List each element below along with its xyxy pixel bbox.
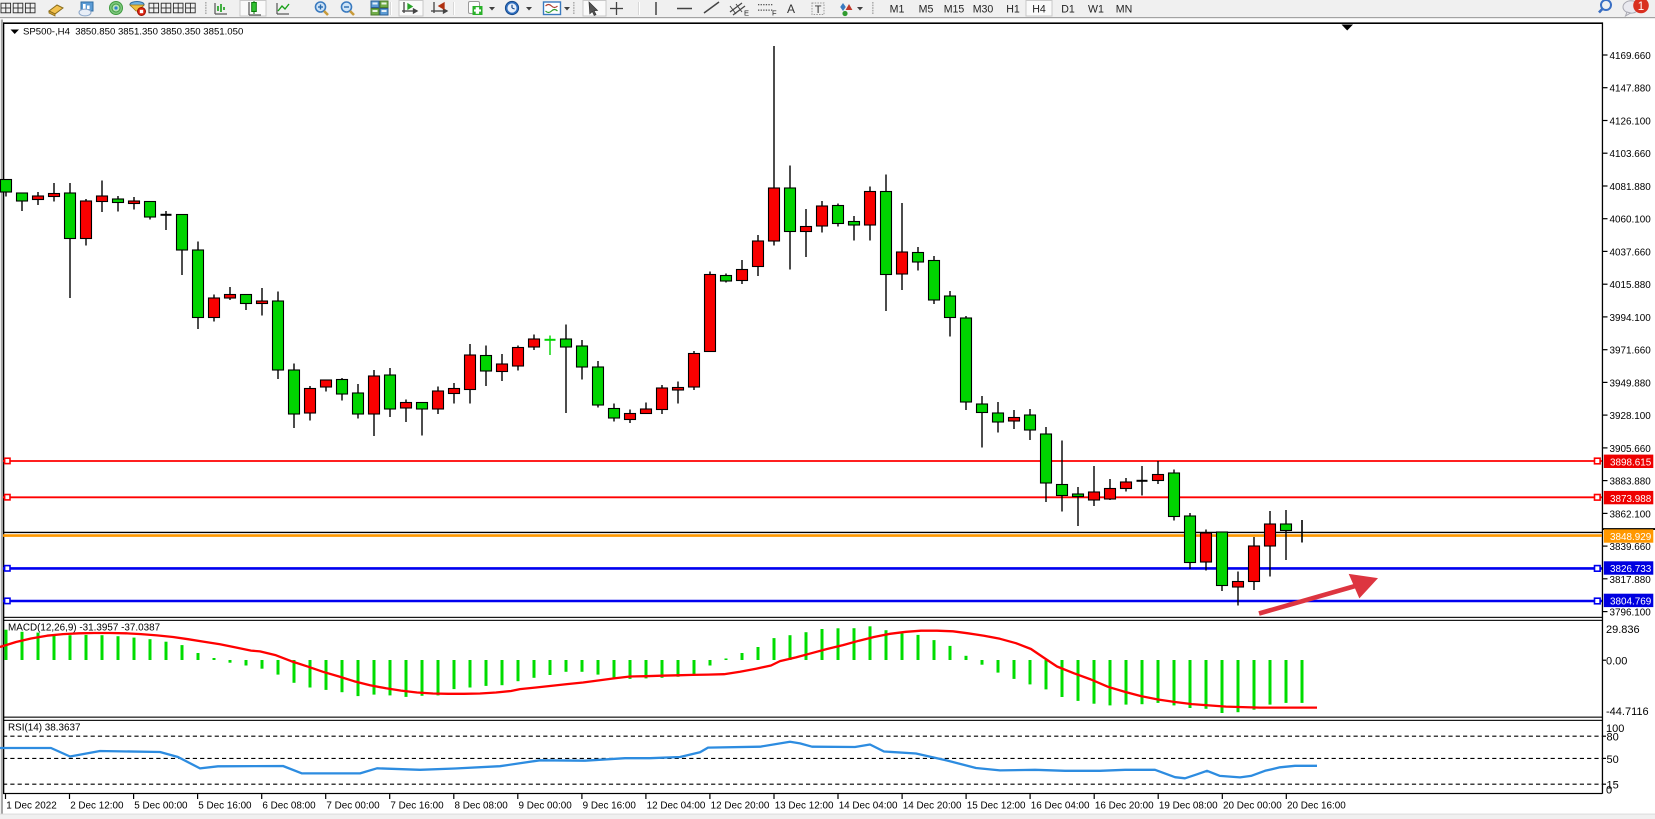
svg-text:M5: M5 xyxy=(919,4,934,16)
svg-text:9 Dec 16:00: 9 Dec 16:00 xyxy=(583,801,637,812)
svg-text:0: 0 xyxy=(1606,784,1612,796)
svg-text:4103.660: 4103.660 xyxy=(1610,149,1652,160)
svg-text:1 Dec 2022: 1 Dec 2022 xyxy=(6,801,57,812)
svg-text:3839.660: 3839.660 xyxy=(1610,542,1652,553)
svg-text:3949.880: 3949.880 xyxy=(1610,378,1652,389)
svg-text:3928.100: 3928.100 xyxy=(1610,411,1652,422)
svg-text:13 Dec 12:00: 13 Dec 12:00 xyxy=(775,801,834,812)
svg-text:15: 15 xyxy=(1607,780,1619,792)
svg-text:80: 80 xyxy=(1607,732,1619,744)
svg-text:3883.880: 3883.880 xyxy=(1610,477,1652,488)
svg-text:3971.660: 3971.660 xyxy=(1610,346,1652,357)
svg-text:W1: W1 xyxy=(1088,4,1104,16)
svg-text:29.836: 29.836 xyxy=(1606,624,1640,636)
svg-text:7 Dec 00:00: 7 Dec 00:00 xyxy=(326,801,380,812)
svg-text:14 Dec 20:00: 14 Dec 20:00 xyxy=(903,801,962,812)
svg-text:19 Dec 08:00: 19 Dec 08:00 xyxy=(1159,801,1218,812)
svg-text:20 Dec 00:00: 20 Dec 00:00 xyxy=(1223,801,1282,812)
svg-text:T: T xyxy=(815,4,822,16)
svg-text:12 Dec 04:00: 12 Dec 04:00 xyxy=(647,801,706,812)
svg-text:H4: H4 xyxy=(1032,4,1046,16)
svg-text:MACD(12,26,9) -31.3957 -37.038: MACD(12,26,9) -31.3957 -37.0387 xyxy=(8,623,160,634)
svg-text:12 Dec 20:00: 12 Dec 20:00 xyxy=(711,801,770,812)
svg-text:SP500-,H4 3850.850 3851.350 3: SP500-,H4 3850.850 3851.350 3850.350 385… xyxy=(23,27,243,38)
svg-text:3804.769: 3804.769 xyxy=(1610,597,1652,608)
svg-text:15 Dec 12:00: 15 Dec 12:00 xyxy=(967,801,1026,812)
svg-text:3873.988: 3873.988 xyxy=(1610,494,1652,505)
svg-text:A: A xyxy=(787,2,795,16)
svg-text:5 Dec 16:00: 5 Dec 16:00 xyxy=(198,801,252,812)
svg-text:4015.880: 4015.880 xyxy=(1610,280,1652,291)
svg-text:8 Dec 08:00: 8 Dec 08:00 xyxy=(455,801,509,812)
svg-text:9 Dec 00:00: 9 Dec 00:00 xyxy=(519,801,573,812)
svg-text:E: E xyxy=(744,9,749,18)
svg-text:4169.660: 4169.660 xyxy=(1610,51,1652,62)
svg-text:16 Dec 20:00: 16 Dec 20:00 xyxy=(1095,801,1154,812)
svg-text:M15: M15 xyxy=(944,4,965,16)
svg-text:14 Dec 04:00: 14 Dec 04:00 xyxy=(839,801,898,812)
svg-text:4147.880: 4147.880 xyxy=(1610,84,1652,95)
svg-text:4060.100: 4060.100 xyxy=(1610,215,1652,226)
svg-text:4126.100: 4126.100 xyxy=(1610,117,1652,128)
svg-text:3862.100: 3862.100 xyxy=(1610,509,1652,520)
svg-text:7 Dec 16:00: 7 Dec 16:00 xyxy=(390,801,444,812)
svg-text:6 Dec 08:00: 6 Dec 08:00 xyxy=(262,801,316,812)
svg-text:F: F xyxy=(772,9,777,18)
svg-text:M1: M1 xyxy=(890,4,905,16)
svg-text:3817.880: 3817.880 xyxy=(1610,575,1652,586)
svg-text:3826.733: 3826.733 xyxy=(1610,564,1652,575)
svg-text:1: 1 xyxy=(1638,1,1644,13)
svg-text:MN: MN xyxy=(1116,4,1132,16)
svg-text:3848.929: 3848.929 xyxy=(1610,532,1652,543)
svg-text:5 Dec 00:00: 5 Dec 00:00 xyxy=(134,801,188,812)
svg-text:M30: M30 xyxy=(973,4,994,16)
svg-text:16 Dec 04:00: 16 Dec 04:00 xyxy=(1031,801,1090,812)
svg-text:H1: H1 xyxy=(1006,4,1020,16)
svg-text:100: 100 xyxy=(1606,723,1624,735)
svg-text:3898.615: 3898.615 xyxy=(1610,458,1652,469)
svg-text:0.00: 0.00 xyxy=(1606,656,1627,668)
svg-text:-44.7116: -44.7116 xyxy=(1606,706,1649,718)
svg-text:4037.660: 4037.660 xyxy=(1610,247,1652,258)
svg-text:20 Dec 16:00: 20 Dec 16:00 xyxy=(1287,801,1346,812)
svg-text:2 Dec 12:00: 2 Dec 12:00 xyxy=(70,801,124,812)
svg-text:4081.880: 4081.880 xyxy=(1610,182,1652,193)
svg-text:3796.100: 3796.100 xyxy=(1610,608,1652,619)
svg-text:3905.660: 3905.660 xyxy=(1610,444,1652,455)
svg-text:50: 50 xyxy=(1607,754,1619,766)
svg-text:D1: D1 xyxy=(1061,4,1075,16)
svg-text:RSI(14) 38.3637: RSI(14) 38.3637 xyxy=(8,723,80,734)
svg-text:3994.100: 3994.100 xyxy=(1610,313,1652,324)
